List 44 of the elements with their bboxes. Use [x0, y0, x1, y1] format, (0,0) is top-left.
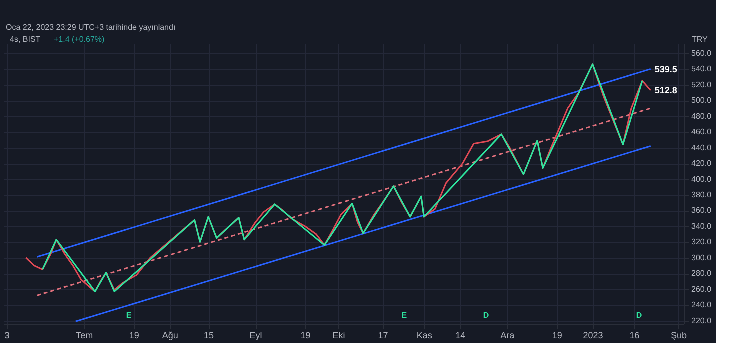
x-tick-label: 17 [378, 330, 388, 340]
text: Oca 22, 2023 23:29 UTC+3 tarihinde yayınlandı [6, 23, 176, 32]
x-tick-label: Eki [332, 330, 346, 340]
y-tick-label: 320.0 [692, 238, 712, 247]
x-tick-label: Ara [500, 330, 515, 340]
annotation: 539.5 [654, 64, 678, 75]
x-tick-label: 19 [129, 330, 140, 340]
x-tick-label: 19 [300, 330, 311, 340]
x-tick-label: Şub [670, 330, 687, 340]
annotation: D [636, 311, 642, 320]
x-tick-label: 16 [630, 330, 640, 340]
y-tick-label: 300.0 [692, 253, 712, 262]
x-tick-label: 15 [204, 330, 214, 340]
y-tick-label: 420.0 [692, 159, 712, 168]
x-tick-label: Kas [416, 330, 433, 340]
y-tick-label: 460.0 [692, 128, 712, 137]
y-tick-label: 340.0 [692, 222, 712, 231]
y-axis-title: TRY [692, 35, 709, 44]
x-tick-label: Eyl [250, 330, 262, 340]
annotation: E [126, 311, 132, 320]
y-tick-label: 240.0 [692, 300, 712, 310]
x-tick-label: 3 [4, 330, 10, 340]
y-tick-label: 560.0 [692, 48, 712, 58]
x-tick-label: 14 [456, 330, 466, 340]
annotation: 512.8 [654, 86, 678, 96]
annotation: E [402, 311, 408, 320]
y-tick-label: 540.0 [692, 64, 712, 74]
y-tick-label: 260.0 [692, 284, 712, 294]
annotation: D [483, 311, 490, 320]
chart-subtitle: +1.4 (+0.67%) [54, 35, 106, 44]
y-tick-label: 480.0 [692, 112, 712, 121]
x-tick-label: 19 [552, 330, 562, 340]
y-tick-label: 360.0 [692, 206, 712, 216]
y-tick-label: 220.0 [692, 316, 712, 326]
chart-title: 4s, BIST [10, 35, 41, 44]
y-tick-label: 380.0 [692, 190, 712, 200]
x-tick-label: Tem [76, 330, 94, 340]
x-tick-label: 2023 [583, 330, 604, 340]
x-tick-label: Ağu [162, 330, 178, 340]
y-tick-label: 520.0 [692, 80, 712, 90]
y-tick-label: 440.0 [692, 143, 712, 152]
y-tick-label: 400.0 [692, 174, 712, 184]
y-tick-label: 500.0 [692, 96, 712, 106]
y-tick-label: 280.0 [692, 269, 712, 278]
